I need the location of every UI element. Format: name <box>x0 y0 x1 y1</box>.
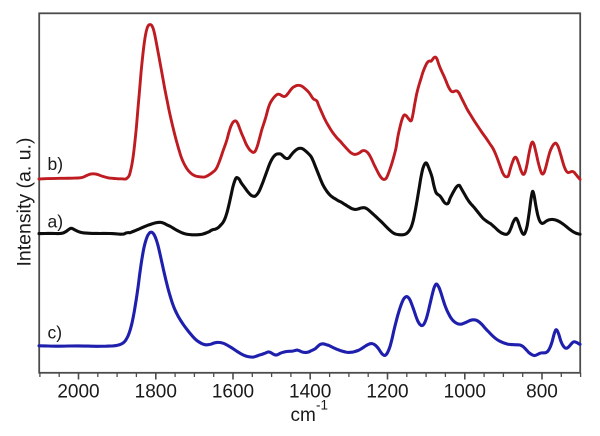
svg-text:1200: 1200 <box>366 382 408 403</box>
svg-text:-1: -1 <box>316 398 328 413</box>
svg-text:1600: 1600 <box>212 382 254 403</box>
svg-text:c): c) <box>48 323 63 343</box>
svg-text:b): b) <box>48 154 64 174</box>
svg-text:cm: cm <box>291 405 316 426</box>
svg-text:Intensity (a. u.): Intensity (a. u.) <box>14 138 36 267</box>
svg-text:800: 800 <box>526 382 558 403</box>
svg-text:2000: 2000 <box>57 382 99 403</box>
svg-text:1000: 1000 <box>444 382 486 403</box>
svg-text:1400: 1400 <box>289 382 331 403</box>
svg-text:1800: 1800 <box>135 382 177 403</box>
svg-text:a): a) <box>48 212 64 232</box>
